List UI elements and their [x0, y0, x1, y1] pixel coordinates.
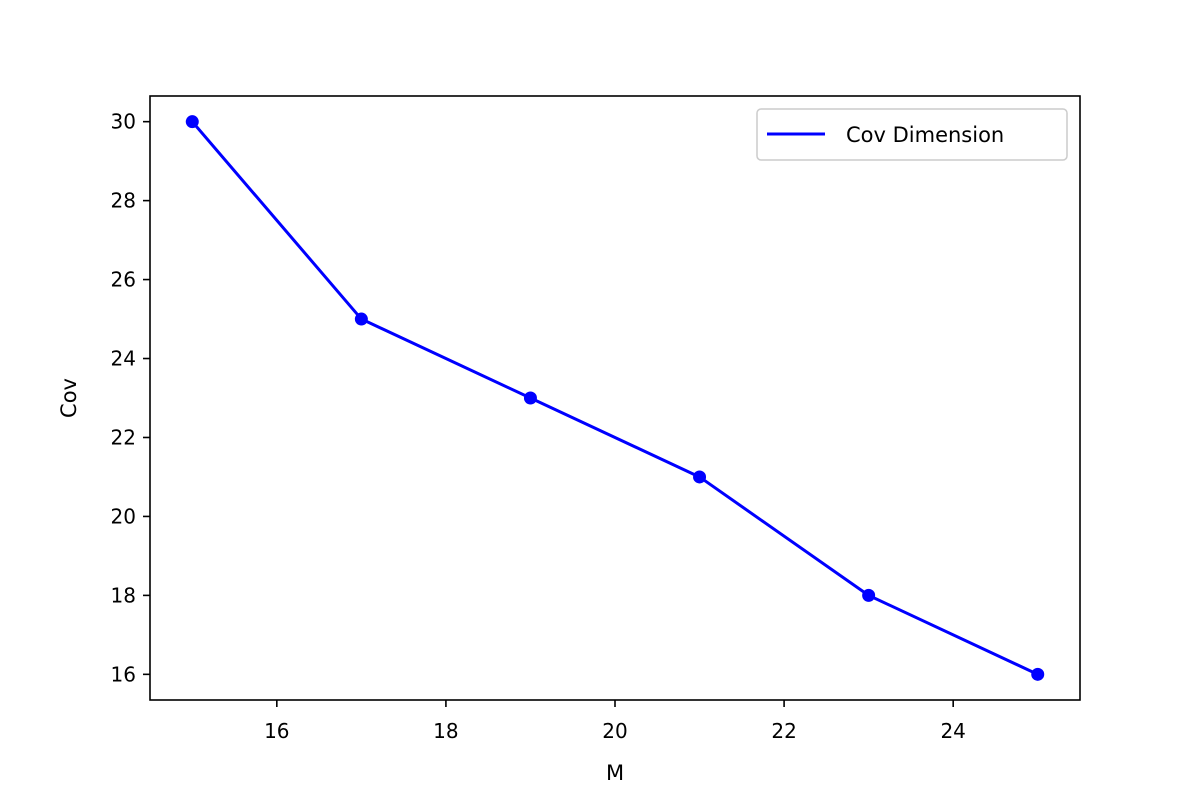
- y-tick-label: 18: [111, 583, 136, 607]
- y-tick-label: 16: [111, 662, 136, 686]
- y-tick-label: 30: [111, 110, 136, 134]
- legend: Cov Dimension: [756, 108, 1068, 161]
- x-tick-label: 18: [433, 719, 458, 743]
- y-axis-label: Cov: [57, 378, 81, 418]
- y-tick-label: 20: [111, 504, 136, 528]
- data-point: [1031, 667, 1045, 681]
- x-axis-ticks: 16 18 20 22 24: [264, 700, 966, 743]
- data-point: [862, 588, 876, 602]
- legend-box: [756, 108, 1068, 161]
- y-tick-label: 24: [111, 347, 136, 371]
- y-tick-label: 28: [111, 189, 136, 213]
- x-tick-label: 20: [602, 719, 627, 743]
- y-axis-ticks: 16 18 20 22 24 26 28 30: [111, 110, 150, 686]
- plot-area: [150, 96, 1080, 700]
- data-point: [185, 115, 199, 129]
- data-point: [693, 470, 707, 484]
- x-tick-label: 24: [940, 719, 965, 743]
- x-tick-label: 16: [264, 719, 289, 743]
- legend-label: Cov Dimension: [846, 123, 1004, 147]
- plot-frame: [149, 95, 1081, 701]
- x-axis-label: M: [606, 761, 624, 785]
- y-tick-label: 22: [111, 425, 136, 449]
- x-tick-label: 22: [771, 719, 796, 743]
- y-tick-label: 26: [111, 268, 136, 292]
- series-markers: [185, 115, 1045, 681]
- data-point: [523, 391, 537, 405]
- series-line-cov-dimension: [191, 120, 1039, 676]
- data-point: [354, 312, 368, 326]
